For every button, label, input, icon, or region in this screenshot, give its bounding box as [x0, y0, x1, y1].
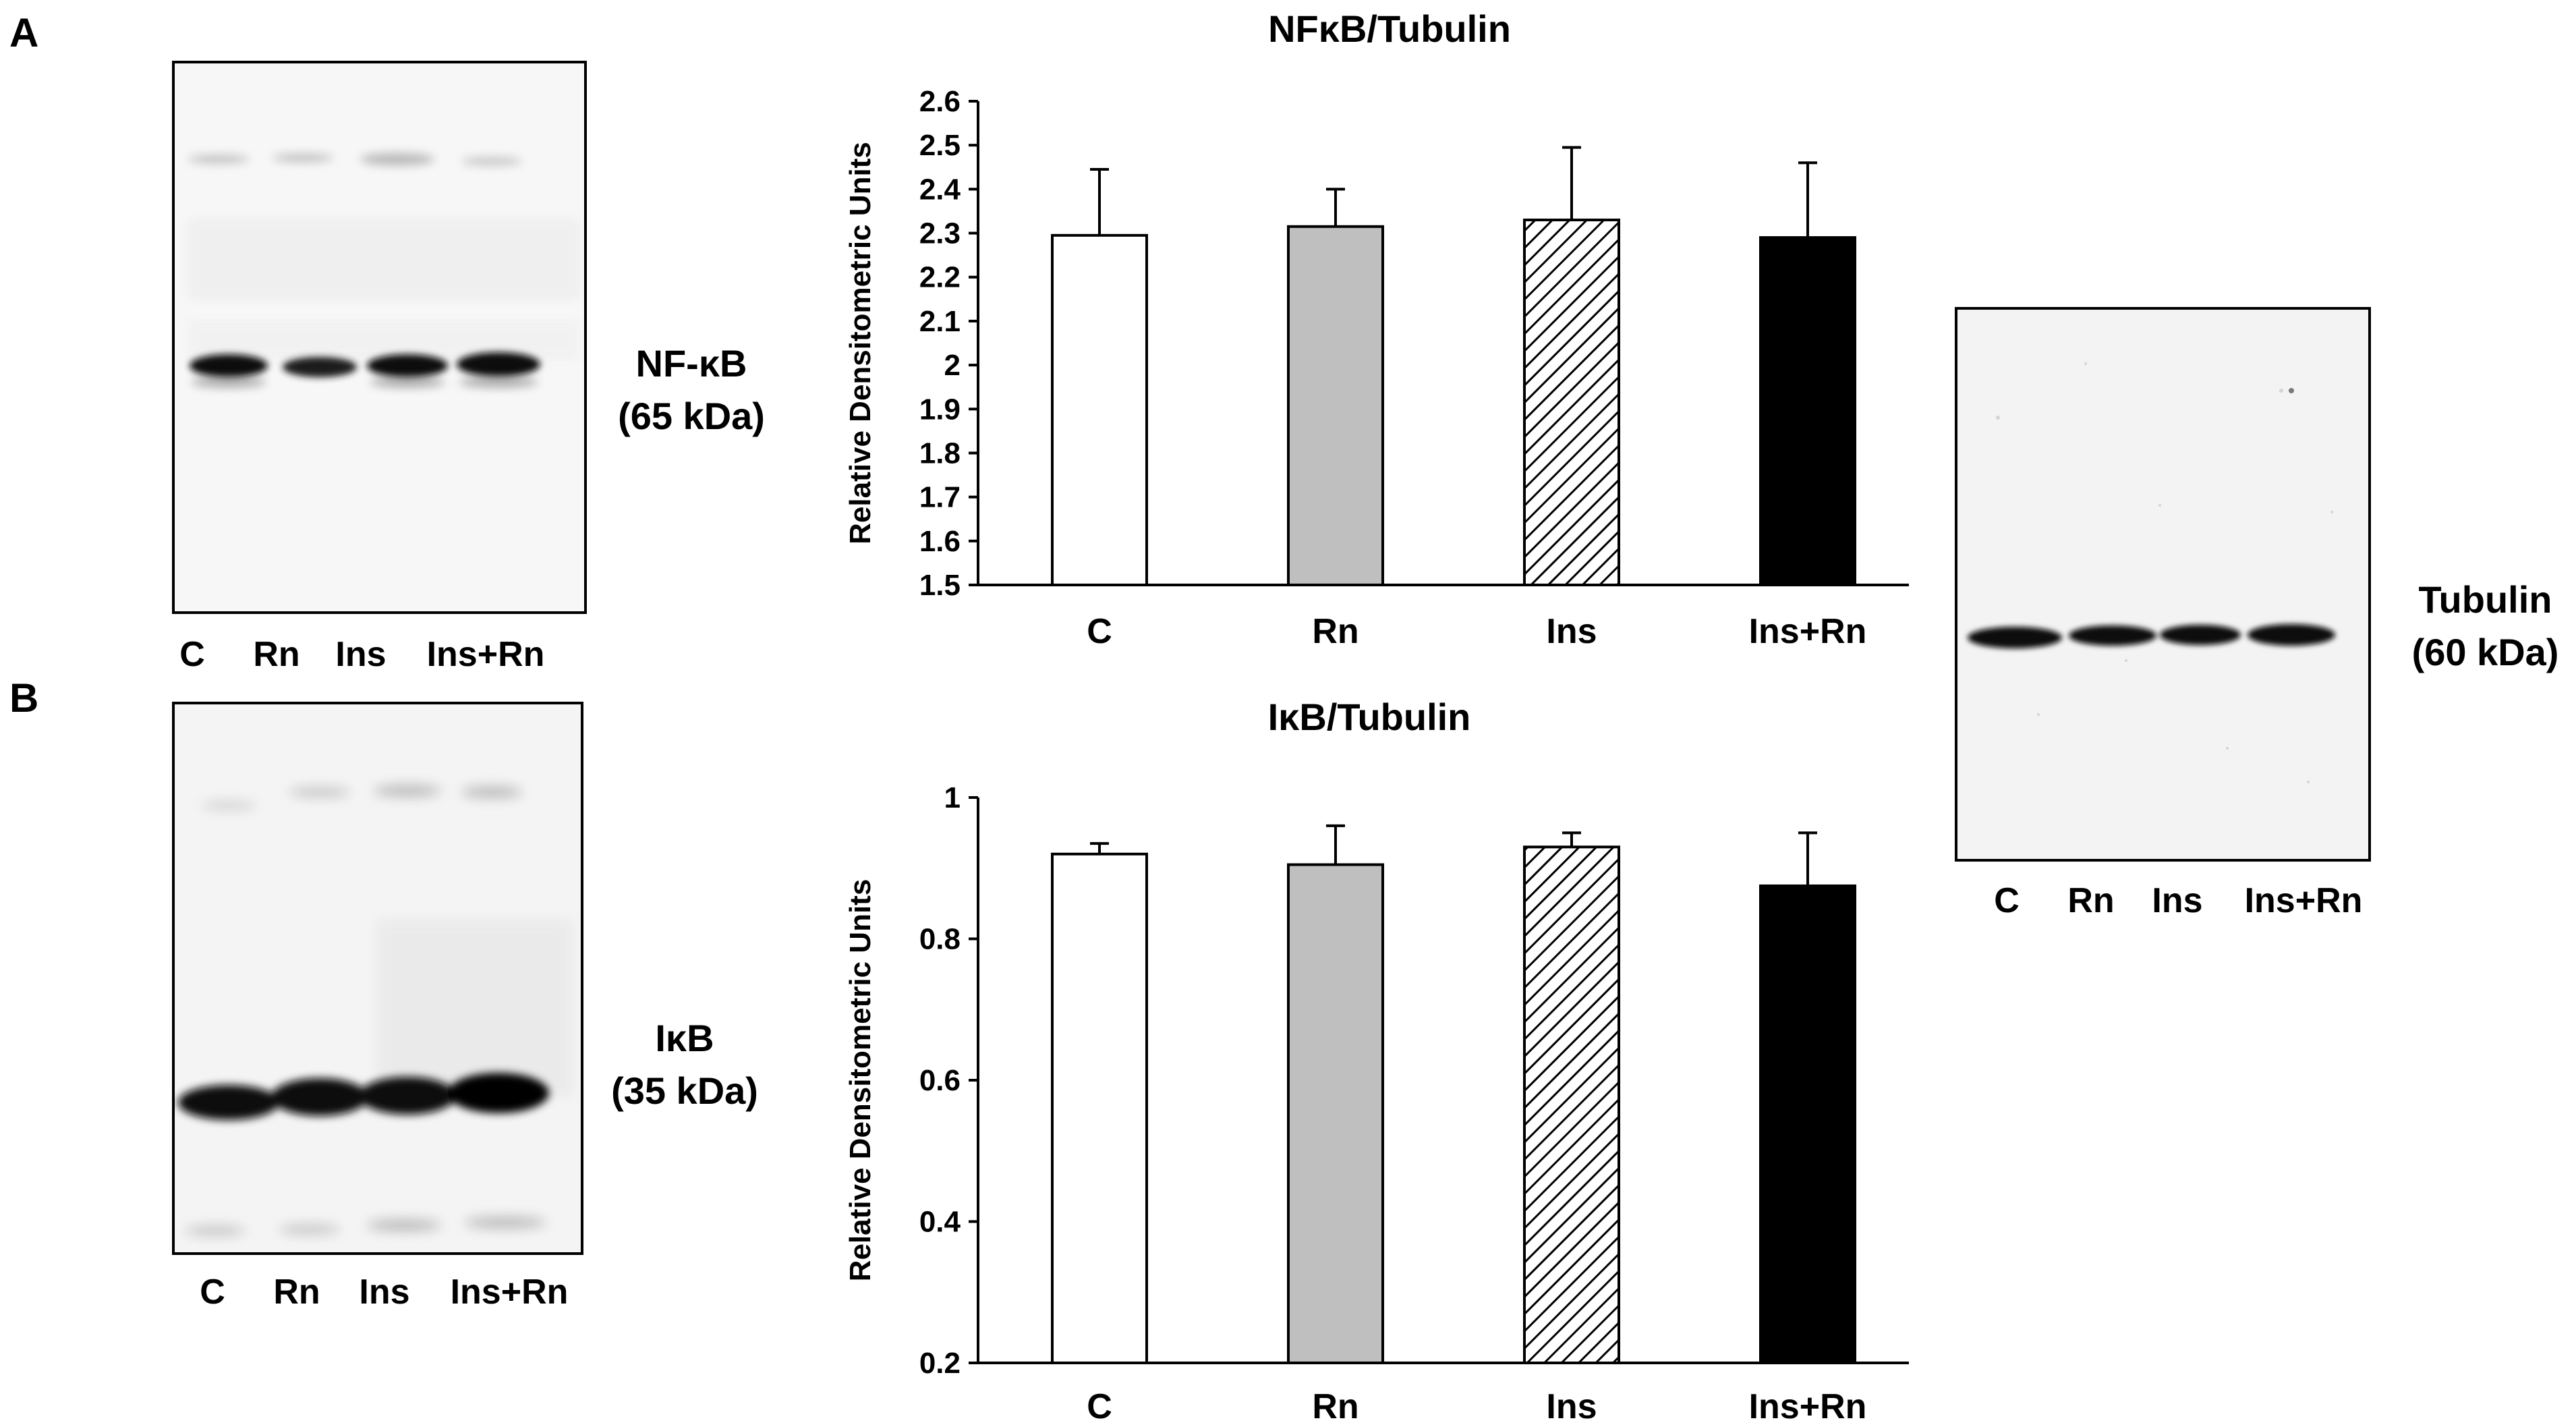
protein-size: (65 kDa) [618, 395, 765, 437]
bar-ins [1523, 845, 1620, 1364]
x-tick-label: Ins+Rn [1749, 1387, 1867, 1424]
protein-name: Tubulin [2418, 578, 2552, 621]
y-tick-label: 0.6 [919, 1064, 961, 1097]
x-tick-label: Ins [1546, 1387, 1597, 1424]
ikb-lane-labels: C Rn Ins Ins+Rn [0, 1272, 2576, 1312]
bar-c [1051, 852, 1148, 1365]
y-tick-label: 2.2 [919, 261, 961, 294]
lane-label: Ins+Rn [2244, 881, 2363, 920]
lane-label: Rn [253, 635, 300, 674]
lane-label: C [179, 635, 205, 674]
y-tick-label: 1.7 [919, 481, 961, 514]
protein-size: (60 kDa) [2411, 631, 2559, 673]
y-tick-label: 2.3 [919, 217, 961, 250]
y-tick-label: 2 [944, 349, 961, 382]
y-tick-label: 1.8 [919, 437, 961, 470]
tubulin-blot-image [1957, 310, 2368, 859]
y-tick-label: 0.2 [919, 1347, 961, 1380]
x-tick-label: Ins [1546, 612, 1597, 651]
nfkb-tubulin-chart: NFκB/Tubulin Relative Densitometric Units… [809, 0, 1956, 675]
x-tick-label: Rn [1312, 1387, 1358, 1424]
y-tick-label: 2.5 [919, 129, 961, 162]
ikb-western-blot [172, 702, 583, 1255]
x-tick-label: C [1087, 1387, 1112, 1424]
y-tick-label: 1.5 [919, 569, 961, 602]
x-tick-label: Ins+Rn [1749, 612, 1867, 651]
y-tick-label: 0.4 [919, 1206, 961, 1239]
y-tick-label: 2.1 [919, 305, 961, 338]
x-tick-label: Rn [1312, 612, 1358, 651]
bar-ins [1523, 218, 1620, 586]
lane-label: Ins+Rn [426, 635, 545, 674]
lane-label: Ins [2152, 881, 2203, 920]
nfkb-tubulin-chart-svg: NFκB/Tubulin Relative Densitometric Units… [844, 7, 1909, 651]
bar-rn [1287, 225, 1384, 586]
ikb-blot-label: IκB (35 kDa) [604, 1012, 766, 1117]
y-tick-label: 2.6 [919, 85, 961, 118]
chart-title: IκB/Tubulin [1268, 696, 1471, 738]
nfkb-blot-label: NF-κB (65 kDa) [610, 337, 772, 443]
tubulin-lane-labels: C Rn Ins Ins+Rn [0, 880, 2576, 921]
lane-label: Ins+Rn [450, 1272, 569, 1312]
tubulin-blot-label: Tubulin (60 kDa) [2395, 573, 2576, 679]
x-tick-label: C [1087, 612, 1112, 651]
lane-label: Rn [273, 1272, 320, 1312]
ikb-tubulin-chart: IκB/Tubulin Relative Densitometric Units 0… [809, 688, 1956, 1426]
tubulin-western-blot [1955, 307, 2371, 862]
protein-name: IκB [655, 1017, 714, 1059]
y-tick-label: 2.4 [919, 173, 961, 206]
bar-ins-plus-rn [1759, 884, 1856, 1364]
y-tick-label: 1 [944, 781, 961, 814]
protein-name: NF-κB [635, 342, 747, 385]
bar-c [1051, 233, 1148, 586]
lane-label: Ins [359, 1272, 410, 1312]
chart-title: NFκB/Tubulin [1268, 7, 1511, 50]
nfkb-lane-labels: C Rn Ins Ins+Rn [0, 634, 2576, 675]
ikb-tubulin-chart-svg: IκB/Tubulin Relative Densitometric Units 0… [844, 696, 1909, 1426]
y-tick-label: 1.9 [919, 393, 961, 426]
lane-label: Rn [2067, 881, 2115, 920]
ikb-blot-image [175, 704, 581, 1252]
bar-ins-plus-rn [1759, 236, 1856, 586]
y-tick-label: 1.6 [919, 525, 961, 558]
y-tick-label: 0.8 [919, 923, 961, 956]
lane-label: C [1994, 881, 2020, 920]
protein-size: (35 kDa) [611, 1069, 758, 1112]
lane-label: Ins [335, 635, 387, 674]
lane-label: C [200, 1272, 225, 1312]
panel-letter-b: B [9, 675, 39, 721]
bar-rn [1287, 863, 1384, 1364]
y-axis-label: Relative Densitometric Units [844, 879, 877, 1282]
y-axis-label: Relative Densitometric Units [844, 142, 877, 544]
panel-letter-a: A [9, 10, 39, 55]
nfkb-western-blot [172, 61, 587, 614]
nfkb-blot-image [175, 63, 584, 611]
